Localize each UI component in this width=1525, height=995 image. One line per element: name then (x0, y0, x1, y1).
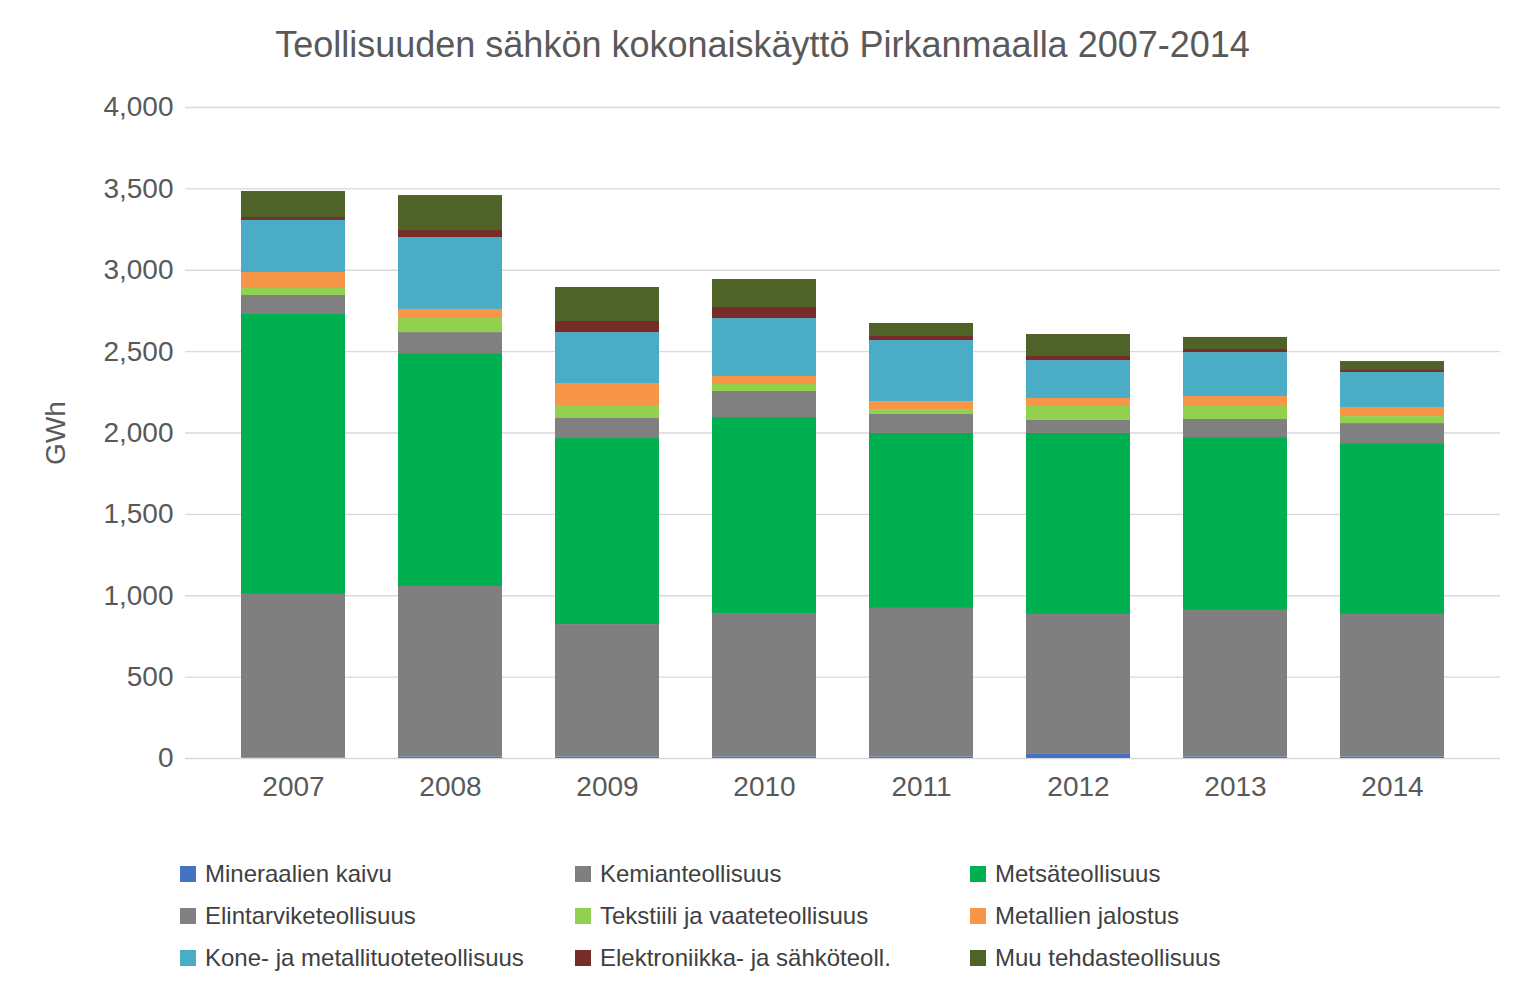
svg-text:2009: 2009 (576, 771, 638, 802)
svg-text:1,500: 1,500 (103, 498, 173, 529)
svg-text:2011: 2011 (891, 771, 951, 802)
svg-text:2007: 2007 (262, 771, 324, 802)
svg-text:3,000: 3,000 (103, 254, 173, 285)
svg-text:2014: 2014 (1361, 771, 1423, 802)
html-text:Mineraalien kaivu: Mineraalien kaivu (205, 860, 392, 887)
svg-text:1,000: 1,000 (103, 580, 173, 611)
html-text:Teollisuuden sähkön kokonaiskä: Teollisuuden sähkön kokonaiskäyttö Pirka… (275, 24, 1250, 65)
svg-text:500: 500 (127, 661, 174, 692)
svg-text:2008: 2008 (419, 771, 481, 802)
html-text:Elintarviketeollisuus: Elintarviketeollisuus (205, 902, 416, 929)
html-text:Muu tehdasteollisuus: Muu tehdasteollisuus (995, 944, 1221, 971)
html-text:Kone- ja metallituoteteollisuu: Kone- ja metallituoteteollisuus (205, 944, 524, 971)
html-text:Metsäteollisuus: Metsäteollisuus (995, 860, 1161, 887)
html-text:Kemianteollisuus: Kemianteollisuus (600, 860, 782, 887)
svg-text:GWh: GWh (40, 401, 71, 465)
svg-text:4,000: 4,000 (103, 91, 173, 122)
svg-text:3,500: 3,500 (103, 173, 173, 204)
svg-text:2013: 2013 (1204, 771, 1266, 802)
svg-text:0: 0 (158, 742, 174, 773)
html-text:Tekstiili ja vaateteollisuus: Tekstiili ja vaateteollisuus (600, 902, 869, 929)
svg-text:2,000: 2,000 (103, 417, 173, 448)
html-text:Metallien jalostus: Metallien jalostus (995, 902, 1180, 929)
svg-text:2010: 2010 (733, 771, 795, 802)
svg-text:2012: 2012 (1047, 771, 1109, 802)
svg-text:2,500: 2,500 (103, 336, 173, 367)
html-text:Elektroniikka- ja sähköteoll.: Elektroniikka- ja sähköteoll. (600, 944, 891, 971)
